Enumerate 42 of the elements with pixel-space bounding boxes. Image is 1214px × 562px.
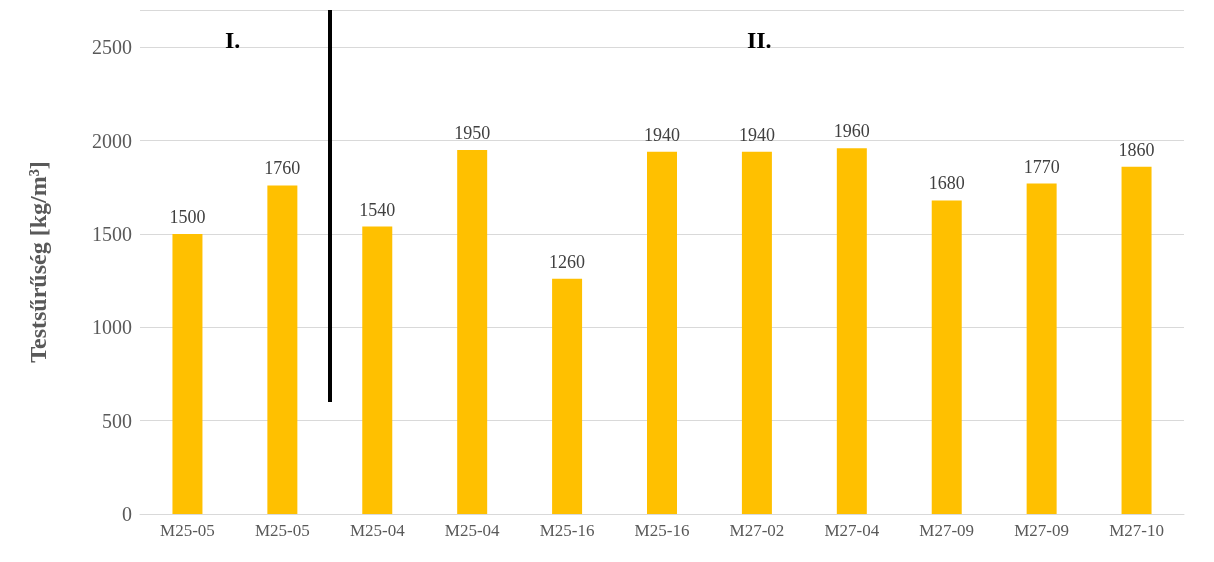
bar — [931, 200, 962, 514]
data-label: 1950 — [454, 123, 491, 143]
data-label: 1960 — [833, 121, 870, 142]
bar — [741, 151, 772, 514]
bar — [836, 148, 867, 514]
x-tick-label: M27-09 — [1014, 521, 1070, 540]
x-tick-label: M27-04 — [824, 521, 880, 540]
bar — [267, 185, 298, 514]
y-tick-label: 500 — [102, 409, 132, 432]
bar — [457, 150, 488, 514]
x-tick-label: M25-04 — [444, 521, 501, 540]
y-tick-label: 1500 — [92, 223, 132, 245]
y-tick-label: 1000 — [92, 316, 132, 339]
annotation: II. — [746, 27, 772, 53]
data-label: 1260 — [549, 251, 586, 272]
bar — [647, 151, 677, 514]
data-label: 1860 — [1118, 139, 1155, 160]
data-label: 1540 — [359, 199, 396, 220]
data-label: 1680 — [928, 173, 965, 194]
bar — [1026, 183, 1057, 514]
x-tick-label: M25-05 — [160, 521, 215, 540]
x-tick-label: M25-16 — [634, 521, 690, 540]
data-label: 1760 — [264, 158, 301, 179]
y-tick-label: 0 — [122, 503, 132, 525]
y-tick-label: 2000 — [92, 129, 132, 152]
x-tick-label: M25-05 — [254, 521, 310, 540]
x-tick-label: M27-10 — [1109, 521, 1164, 540]
bar — [362, 226, 393, 514]
bar — [172, 234, 203, 514]
data-label: 1770 — [1023, 156, 1060, 177]
data-label: 1940 — [644, 124, 680, 145]
data-label: 1940 — [738, 124, 775, 145]
x-tick-label: M25-16 — [539, 521, 595, 540]
bar — [1121, 166, 1152, 514]
x-tick-label: M27-02 — [729, 521, 785, 540]
y-axis-title: Testsűrűség [kg/m³] — [25, 161, 51, 363]
bar — [552, 278, 583, 514]
data-label: 1500 — [169, 207, 206, 227]
annotation: I. — [224, 27, 241, 53]
y-tick-label: 2500 — [92, 36, 132, 59]
x-tick-label: M27-09 — [919, 521, 975, 540]
x-tick-label: M25-04 — [349, 521, 406, 540]
